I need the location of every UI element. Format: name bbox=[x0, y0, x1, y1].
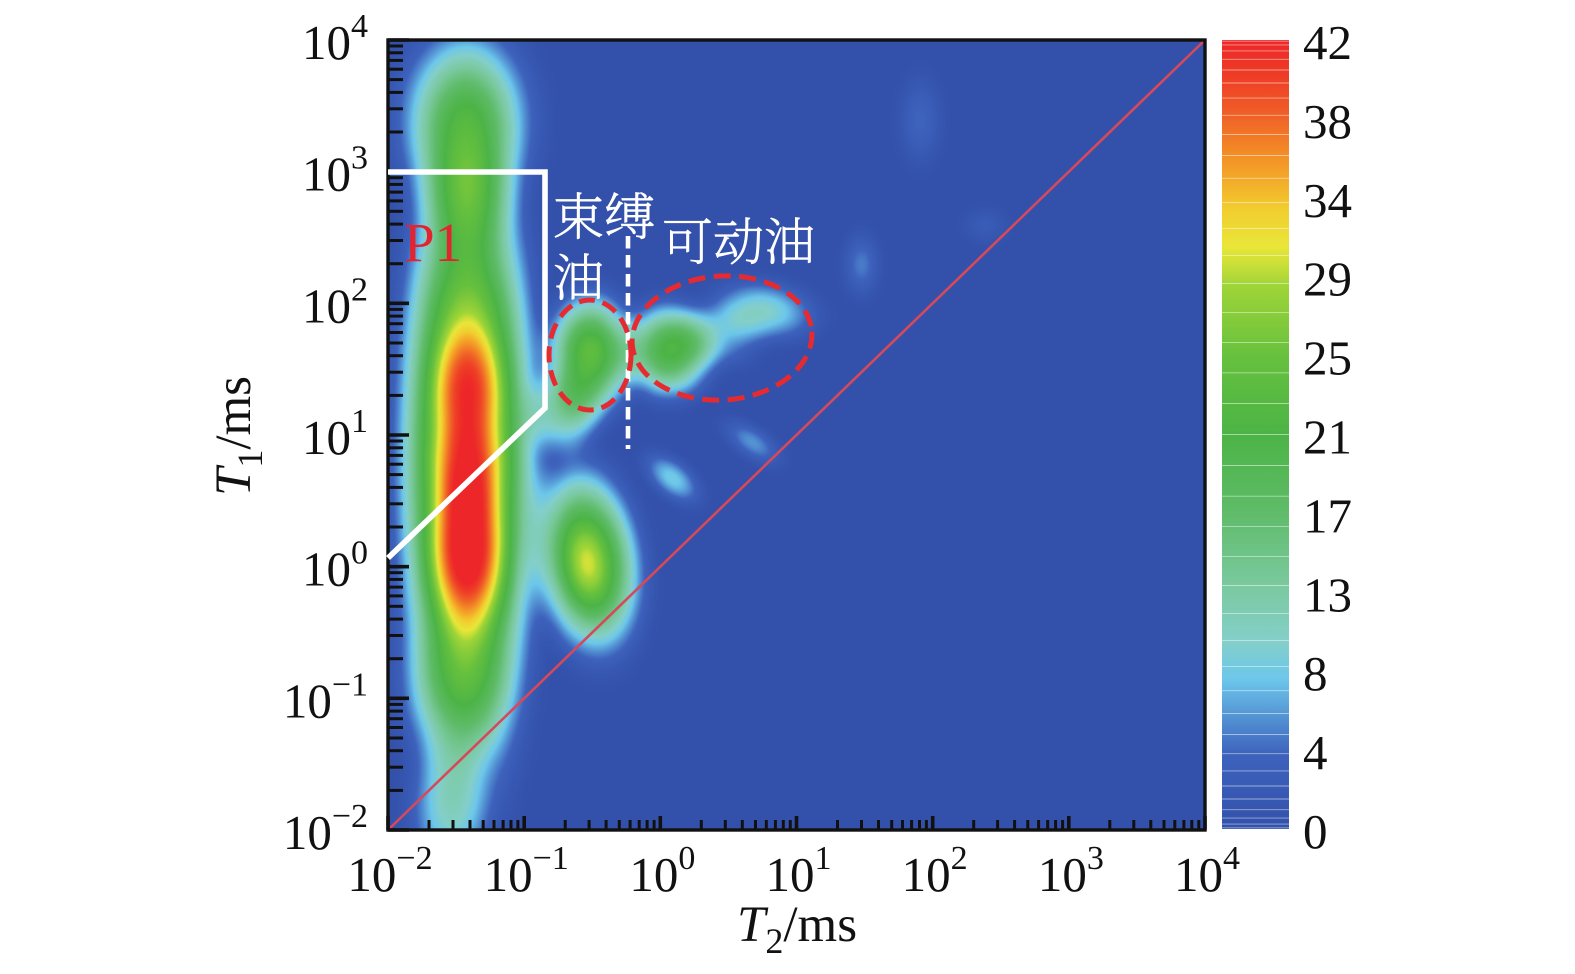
svg-text:T2/ms: T2/ms bbox=[737, 897, 857, 961]
svg-text:42: 42 bbox=[1303, 15, 1352, 70]
svg-text:100: 100 bbox=[629, 840, 695, 902]
svg-text:0: 0 bbox=[1303, 804, 1328, 859]
svg-text:4: 4 bbox=[1303, 725, 1328, 780]
svg-text:10−1: 10−1 bbox=[484, 840, 569, 902]
svg-text:101: 101 bbox=[302, 403, 368, 465]
svg-text:34: 34 bbox=[1303, 173, 1352, 228]
svg-text:13: 13 bbox=[1303, 567, 1352, 622]
svg-text:101: 101 bbox=[766, 840, 832, 902]
svg-text:10−2: 10−2 bbox=[347, 840, 432, 902]
svg-text:T1/ms: T1/ms bbox=[206, 376, 270, 496]
svg-text:102: 102 bbox=[302, 271, 368, 333]
svg-text:10−1: 10−1 bbox=[283, 666, 368, 728]
svg-text:104: 104 bbox=[302, 8, 368, 70]
svg-text:103: 103 bbox=[1038, 840, 1104, 902]
svg-text:29: 29 bbox=[1303, 252, 1352, 307]
svg-text:103: 103 bbox=[302, 140, 368, 202]
svg-text:25: 25 bbox=[1303, 331, 1352, 386]
svg-text:P1: P1 bbox=[404, 212, 462, 273]
svg-text:102: 102 bbox=[902, 840, 968, 902]
svg-text:8: 8 bbox=[1303, 646, 1328, 701]
svg-text:100: 100 bbox=[302, 535, 368, 597]
svg-text:38: 38 bbox=[1303, 94, 1352, 149]
svg-text:17: 17 bbox=[1303, 488, 1352, 543]
svg-text:21: 21 bbox=[1303, 410, 1352, 465]
svg-text:104: 104 bbox=[1174, 840, 1240, 902]
